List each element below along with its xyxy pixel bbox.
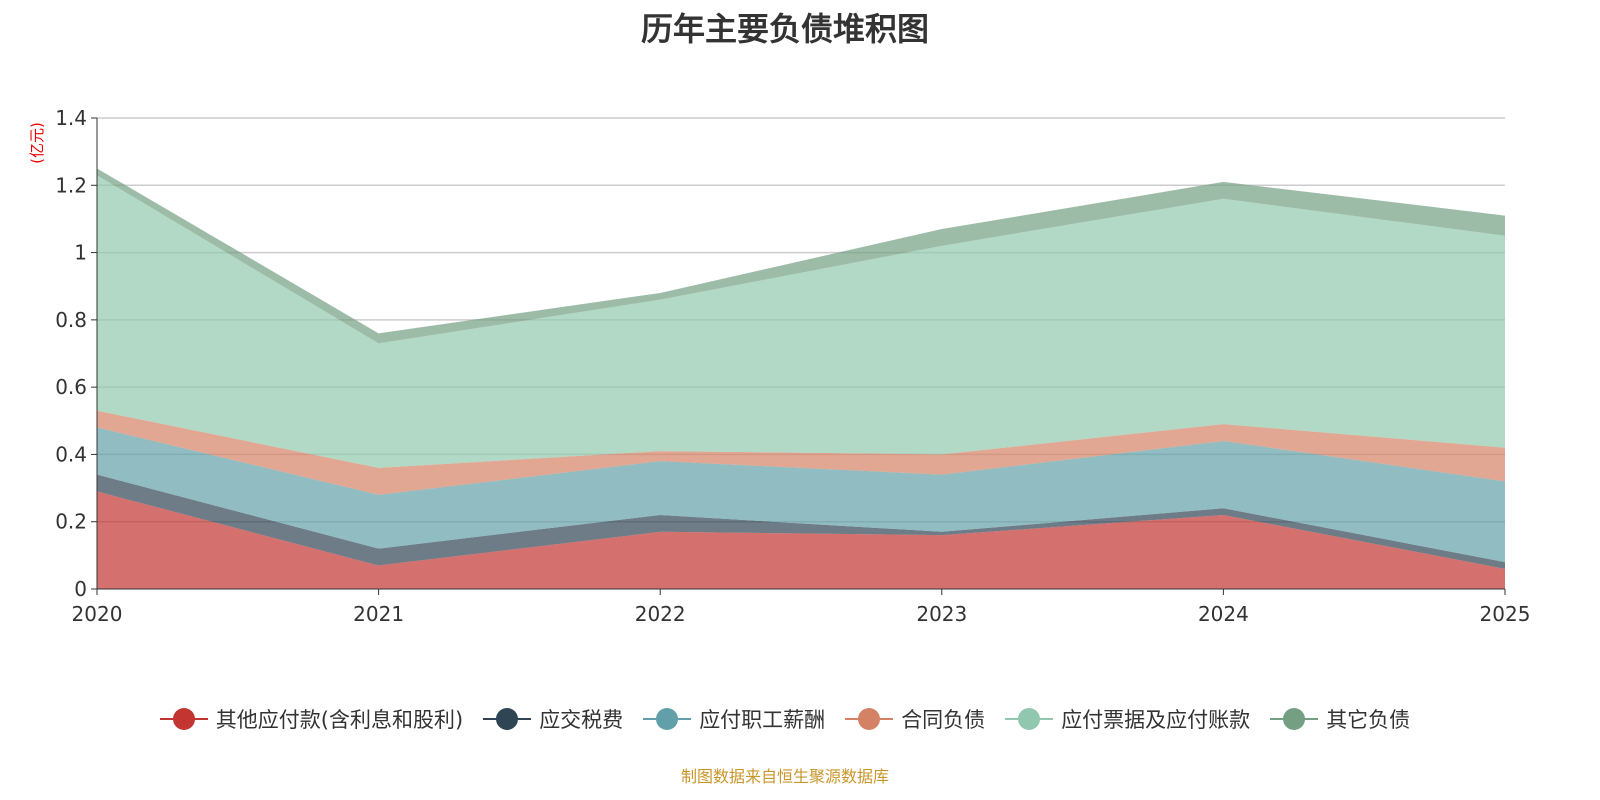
y-tick-label: 1.2 bbox=[55, 173, 87, 197]
x-tick-label: 2024 bbox=[1198, 602, 1249, 626]
x-tick-label: 2020 bbox=[72, 602, 123, 626]
area-series-0 bbox=[97, 491, 1505, 589]
legend-item[interactable]: 应付职工薪酬 bbox=[643, 704, 825, 734]
x-tick-label: 2021 bbox=[353, 602, 404, 626]
y-tick-label: 0.6 bbox=[55, 375, 87, 399]
legend-marker-icon bbox=[1005, 708, 1054, 730]
x-tick-label: 2023 bbox=[916, 602, 967, 626]
y-tick-label: 0.8 bbox=[55, 308, 87, 332]
y-tick-label: 0.2 bbox=[55, 510, 87, 534]
legend-marker-icon bbox=[845, 708, 894, 730]
legend-marker-icon bbox=[483, 708, 532, 730]
x-tick-label: 2025 bbox=[1480, 602, 1531, 626]
legend: 其他应付款(含利息和股利) 应交税费 应付职工薪酬 合同负债 应付票据及应付账款 其它负债 bbox=[0, 704, 1570, 734]
area-series-1 bbox=[97, 474, 1505, 569]
y-tick-label: 1 bbox=[74, 241, 87, 265]
legend-item[interactable]: 其他应付款(含利息和股利) bbox=[159, 704, 464, 734]
legend-marker-icon bbox=[643, 708, 692, 730]
legend-label: 合同负债 bbox=[901, 708, 986, 732]
legend-item[interactable]: 应付票据及应付账款 bbox=[1005, 704, 1250, 734]
legend-marker-icon bbox=[1270, 708, 1319, 730]
y-tick-label: 1.4 bbox=[55, 106, 87, 130]
source-note: 制图数据来自恒生聚源数据库 bbox=[680, 767, 889, 786]
y-axis-unit: (亿元) bbox=[28, 122, 46, 164]
legend-label: 应付票据及应付账款 bbox=[1061, 708, 1251, 732]
area-series-2 bbox=[97, 427, 1505, 563]
legend-label: 其他应付款(含利息和股利) bbox=[215, 708, 464, 732]
legend-item[interactable]: 其它负债 bbox=[1270, 704, 1410, 734]
legend-label: 应付职工薪酬 bbox=[699, 708, 826, 732]
legend-label: 应交税费 bbox=[539, 708, 624, 732]
y-tick-label: 0.4 bbox=[55, 442, 87, 466]
legend-marker-icon bbox=[159, 708, 208, 730]
chart-title: 历年主要负债堆积图 bbox=[640, 10, 929, 48]
area-series-4 bbox=[97, 175, 1505, 468]
legend-item[interactable]: 应交税费 bbox=[483, 704, 623, 734]
legend-label: 其它负债 bbox=[1326, 708, 1411, 732]
x-tick-label: 2022 bbox=[635, 602, 686, 626]
legend-item[interactable]: 合同负债 bbox=[845, 704, 985, 734]
y-tick-label: 0 bbox=[74, 577, 87, 601]
